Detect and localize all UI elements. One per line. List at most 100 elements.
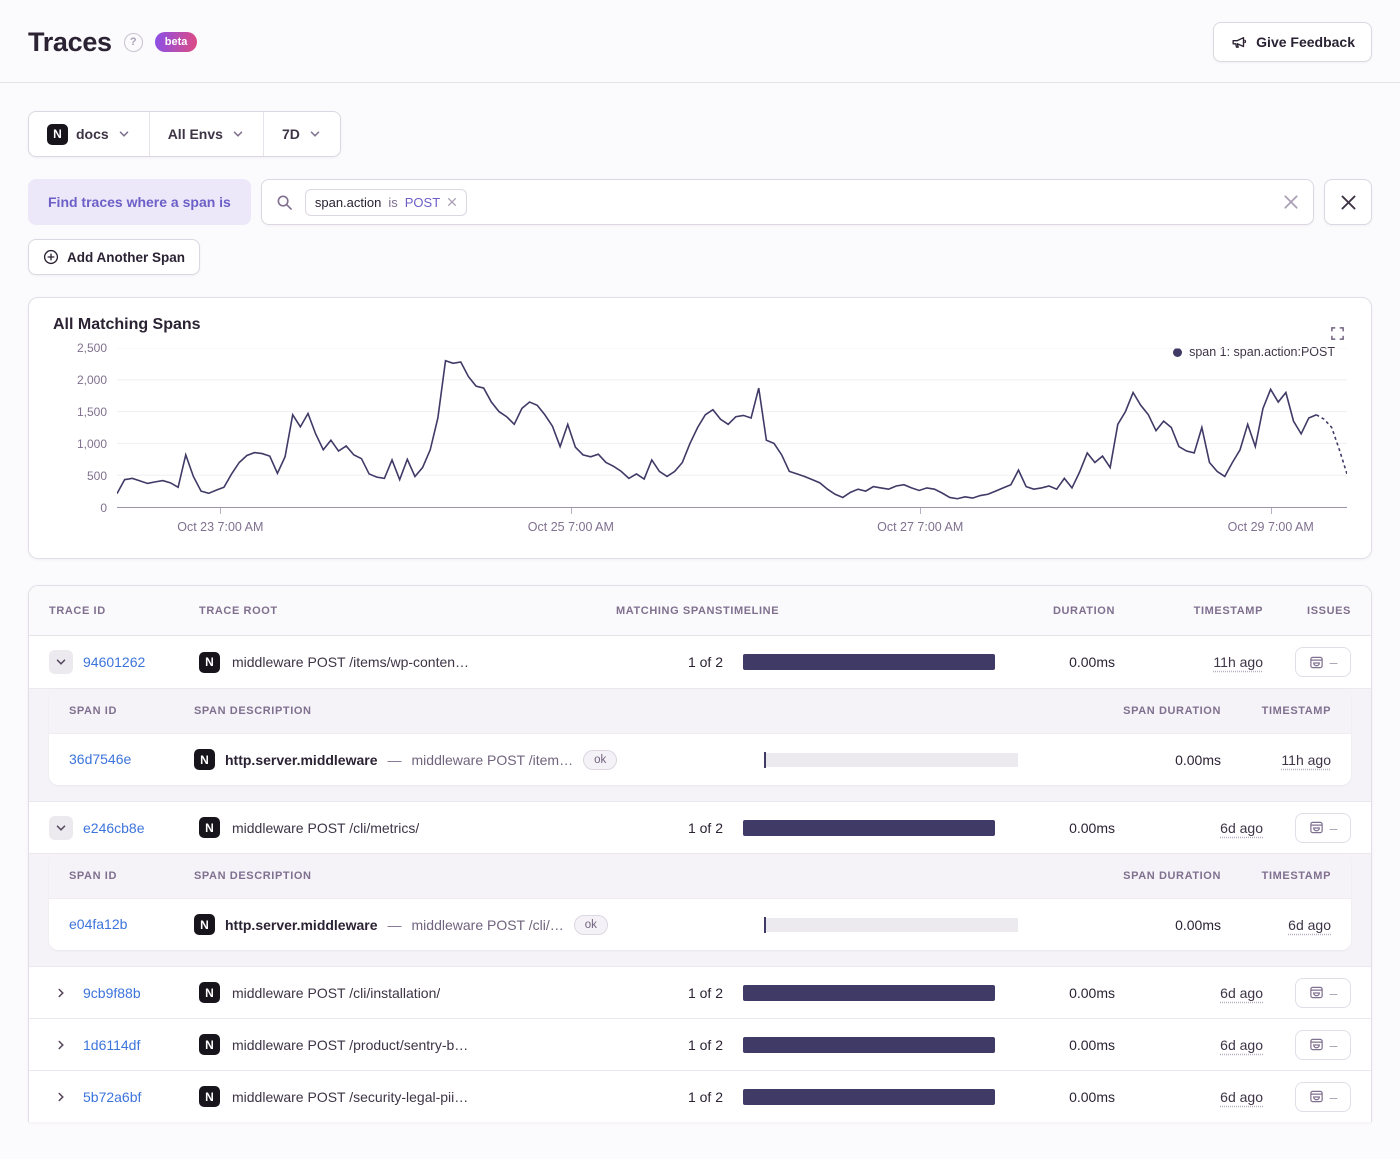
nextjs-icon: N (199, 651, 220, 673)
span-timeline-bar[interactable] (766, 917, 1018, 932)
timeline-cell (723, 1088, 1003, 1105)
timestamp-value[interactable]: 6d ago (1220, 1088, 1263, 1105)
page-title: Traces (28, 26, 112, 57)
add-another-span-button[interactable]: Add Another Span (28, 239, 200, 275)
trace-id-link[interactable]: 9cb9f88b (83, 984, 141, 1001)
span-timeline-marker (764, 751, 766, 768)
collapse-trace-button[interactable] (49, 650, 73, 674)
trace-id-link[interactable]: 94601262 (83, 654, 146, 670)
issues-button[interactable]: – (1295, 647, 1351, 677)
issues-icon (1309, 1089, 1324, 1104)
date-range-filter[interactable]: 7D (262, 112, 340, 156)
spans-sub-table: SPAN ID SPAN DESCRIPTION SPAN DURATION TIME… (49, 689, 1351, 785)
nextjs-icon: N (194, 749, 215, 770)
search-filter-token[interactable]: span.action is POST (304, 188, 468, 216)
span-timestamp-cell: 11h ago (1221, 752, 1331, 768)
span-column-header: SPAN DURATION (1123, 705, 1221, 717)
spans-sub-table: SPAN ID SPAN DESCRIPTION SPAN DURATION TIME… (49, 854, 1351, 950)
matching-spans-cell: 1 of 2 (687, 984, 723, 1001)
y-axis-label: 2,500 (76, 341, 107, 355)
traces-table: TRACE ID TRACE ROOT MATCHING SPANS TIMELINE… (28, 585, 1372, 1122)
timeline-bar[interactable] (743, 1088, 995, 1105)
y-axis-label: 1,500 (76, 405, 107, 419)
trace-root-label: middleware POST /cli/installation/ (232, 984, 441, 1001)
give-feedback-label: Give Feedback (1256, 34, 1355, 50)
span-timeline-bar[interactable] (766, 752, 1018, 767)
help-icon[interactable]: ? (123, 32, 143, 52)
spans-sub-table-header: SPAN ID SPAN DESCRIPTION SPAN DURATION TIME… (49, 854, 1351, 898)
page-header: Traces ? beta Give Feedback (0, 0, 1400, 83)
timeline-bar[interactable] (743, 654, 995, 670)
project-filter[interactable]: N docs (29, 112, 149, 156)
duration-cell: 0.00ms (1069, 1088, 1115, 1105)
issues-button[interactable]: – (1295, 1081, 1351, 1112)
duration-cell: 0.00ms (1069, 654, 1115, 670)
trace-id-link[interactable]: 1d6114df (83, 1036, 141, 1053)
timeline-cell (723, 1036, 1003, 1053)
nextjs-icon: N (199, 817, 220, 838)
timestamp-value[interactable]: 6d ago (1220, 819, 1263, 836)
timestamp-value[interactable]: 11h ago (1281, 751, 1331, 768)
span-id-link[interactable]: e04fa12b (69, 915, 128, 932)
span-column-header: SPAN ID (69, 705, 118, 717)
span-id-link[interactable]: 36d7546e (69, 750, 132, 767)
issues-button[interactable]: – (1295, 1029, 1351, 1060)
issues-button[interactable]: – (1295, 977, 1351, 1008)
trace-id-link[interactable]: 5b72a6bf (83, 1088, 142, 1105)
issues-count-dash: – (1329, 984, 1338, 1001)
span-condition-label: Find traces where a span is (28, 179, 251, 225)
timestamp-value[interactable]: 6d ago (1220, 984, 1263, 1001)
expand-trace-button[interactable] (49, 1085, 73, 1109)
span-timestamp-cell: 6d ago (1221, 917, 1331, 933)
trace-id-link[interactable]: e246cb8e (83, 819, 145, 836)
timeline-bar[interactable] (743, 984, 995, 1001)
span-timeline-cell (764, 916, 1106, 933)
issues-icon (1309, 985, 1324, 1000)
issues-button[interactable]: – (1295, 812, 1351, 843)
collapse-trace-button[interactable] (49, 815, 73, 840)
environment-filter[interactable]: All Envs (148, 112, 263, 156)
give-feedback-button[interactable]: Give Feedback (1213, 22, 1372, 62)
matching-spans-cell: 1 of 2 (687, 1036, 723, 1053)
timestamp-value[interactable]: 11h ago (1213, 654, 1263, 670)
column-header-timestamp: TIMESTAMP (1193, 604, 1263, 617)
timestamp-value[interactable]: 6d ago (1288, 916, 1331, 933)
timestamp-value[interactable]: 6d ago (1220, 1036, 1263, 1053)
span-description-label: middleware POST /item… (411, 751, 574, 768)
matching-spans-chart-card: All Matching Spans span 1: span.action:P… (28, 297, 1372, 559)
expand-trace-button[interactable] (49, 1033, 73, 1057)
chart-plot[interactable] (117, 348, 1347, 508)
remove-span-condition-button[interactable] (1324, 179, 1372, 225)
column-header-timeline: TIMELINE (723, 604, 780, 617)
trace-root-label: middleware POST /product/sentry-b… (232, 1036, 469, 1053)
x-axis-label: Oct 25 7:00 AM (527, 520, 614, 534)
span-timeline-marker (764, 916, 766, 933)
span-timeline-cell (764, 751, 1106, 768)
column-header-trace-root: TRACE ROOT (199, 604, 278, 617)
timeline-bar[interactable] (743, 1036, 995, 1053)
date-range-filter-label: 7D (281, 126, 300, 142)
span-column-header: SPAN ID (69, 870, 118, 882)
separator-dash: — (387, 751, 402, 768)
trace-id-cell: 5b72a6bf (49, 1085, 199, 1109)
timestamp-cell: 11h ago (1115, 654, 1263, 670)
environment-filter-label: All Envs (167, 126, 223, 142)
x-axis-tick (920, 508, 922, 514)
chart-legend: span 1: span.action:POST (1173, 345, 1335, 359)
expand-chart-icon[interactable] (1330, 326, 1345, 341)
issues-cell: – (1263, 1081, 1351, 1112)
timeline-bar[interactable] (743, 819, 995, 836)
span-column-header: TIMESTAMP (1261, 870, 1331, 882)
token-remove-icon[interactable] (447, 197, 457, 207)
issues-count-dash: – (1329, 654, 1338, 670)
legend-label: span 1: span.action:POST (1189, 345, 1335, 359)
search-clear-icon[interactable] (1283, 194, 1299, 210)
span-description-label: middleware POST /cli/… (411, 916, 564, 933)
span-search-input[interactable]: span.action is POST (260, 179, 1314, 225)
column-header-matching-spans: MATCHING SPANS (616, 604, 723, 617)
expand-trace-button[interactable] (49, 981, 73, 1005)
